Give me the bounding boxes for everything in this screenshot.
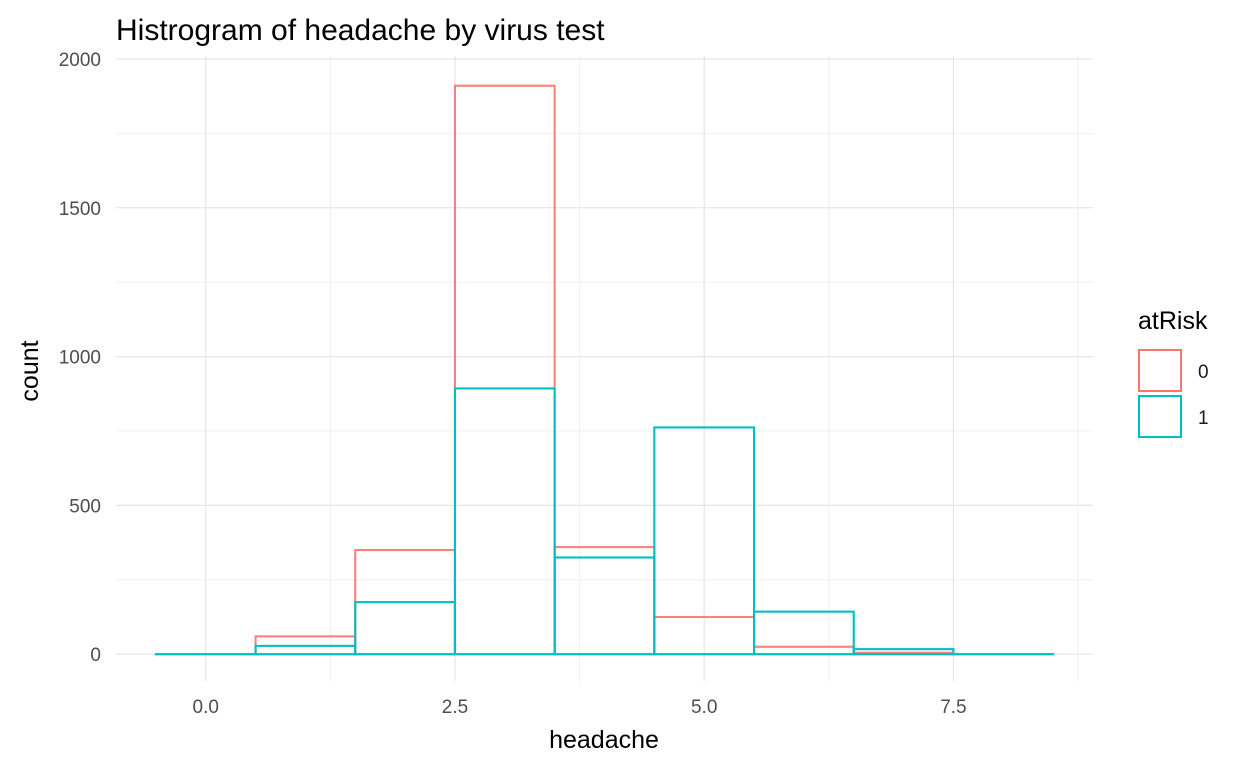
series-1-bars [154, 387, 1055, 656]
legend-key-0 [1138, 349, 1182, 392]
histogram-bar [653, 426, 756, 656]
histogram-bar [254, 644, 357, 656]
legend-key-1 [1138, 395, 1182, 438]
y-tick-label: 0 [90, 645, 101, 666]
y-tick-label: 500 [69, 496, 101, 517]
legend-label-0: 0 [1198, 362, 1209, 383]
y-axis-title: count [16, 340, 44, 401]
grid-lines [116, 56, 1093, 681]
legend-label-1: 1 [1198, 408, 1209, 429]
y-tick-label: 2000 [59, 50, 101, 71]
x-axis-tick-labels: 0.0 2.5 5.0 7.5 [193, 697, 967, 718]
x-tick-label: 2.5 [442, 697, 468, 718]
x-axis-title: headache [549, 726, 659, 754]
histogram-bar [453, 387, 556, 656]
legend: atRisk 0 1 [1138, 307, 1209, 438]
histogram-bar [852, 648, 955, 656]
y-tick-label: 1000 [59, 348, 101, 369]
histogram-bar [354, 601, 457, 656]
histogram-bar [553, 546, 656, 656]
x-tick-label: 0.0 [193, 697, 219, 718]
histogram-bars [154, 84, 1055, 656]
histogram-bar [752, 645, 855, 656]
histogram-bar [553, 556, 656, 656]
series-0-bars [154, 84, 1055, 656]
x-tick-label: 5.0 [691, 697, 717, 718]
histogram-bar [752, 610, 855, 656]
legend-title: atRisk [1138, 307, 1208, 335]
x-tick-label: 7.5 [940, 697, 966, 718]
chart-title: Histrogram of headache by virus test [116, 14, 605, 47]
y-tick-label: 1500 [59, 199, 101, 220]
histogram-bar [453, 84, 556, 656]
y-axis-tick-labels: 0 500 1000 1500 2000 [59, 50, 101, 666]
